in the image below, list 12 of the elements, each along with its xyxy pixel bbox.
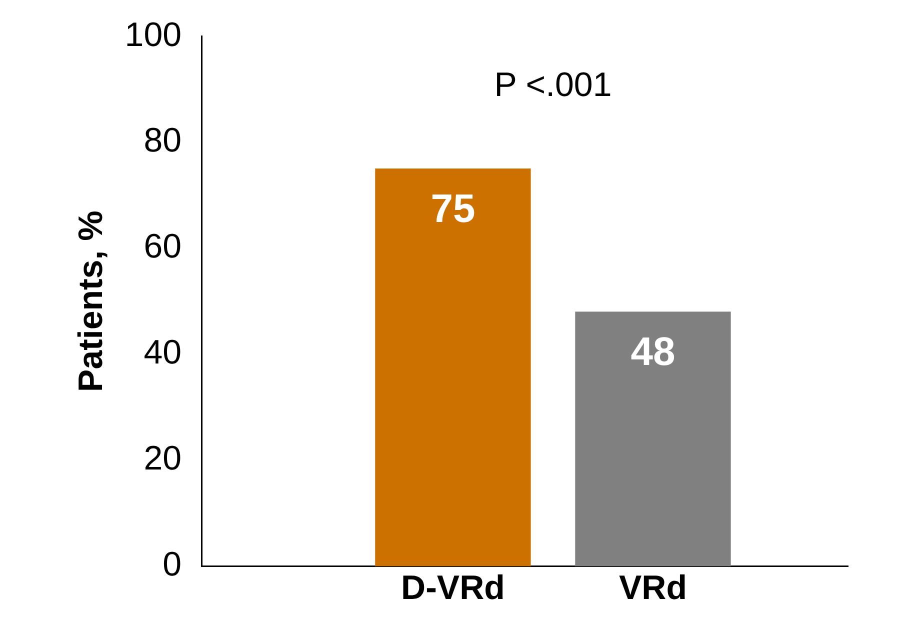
x-tick-label: D-VRd <box>401 568 505 607</box>
y-tick-label: 0 <box>162 546 182 584</box>
y-tick-label: 40 <box>144 334 182 372</box>
y-tick-label: 60 <box>144 228 182 266</box>
y-tick-label: 100 <box>124 16 182 54</box>
data-label: 48 <box>630 330 676 374</box>
y-axis-title: Patients, % <box>72 210 110 392</box>
y-tick-label: 80 <box>144 122 182 160</box>
x-tick-label: VRd <box>618 568 687 607</box>
data-label: 75 <box>430 186 476 231</box>
annotation: P <.001 <box>494 66 612 104</box>
y-tick-label: 20 <box>144 440 182 478</box>
